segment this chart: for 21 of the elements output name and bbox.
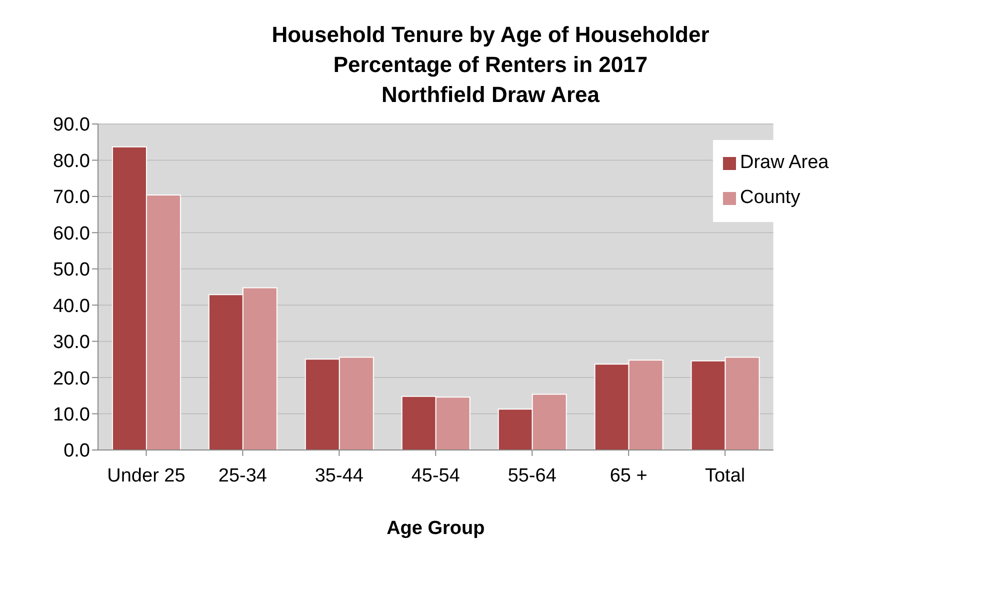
x-tick-label: 25-34 xyxy=(218,465,268,486)
y-tick-label: 80.0 xyxy=(53,150,90,172)
y-tick-label: 30.0 xyxy=(53,332,90,354)
legend-label: County xyxy=(740,187,800,208)
y-tick-label: 90.0 xyxy=(53,114,90,136)
x-tick-label: 45-54 xyxy=(411,465,460,486)
x-tick-label: 65 + xyxy=(610,465,648,486)
chart-title: Household Tenure by Age of Householder Percentage of Renters in 2017 Northfield Draw Area xyxy=(270,21,710,109)
x-axis-title: Age Group xyxy=(386,518,485,539)
y-tick-label: 0.0 xyxy=(64,440,90,462)
y-tick-label: 50.0 xyxy=(53,260,90,281)
y-tick-label: 10.0 xyxy=(53,404,90,426)
x-tick-label: Total xyxy=(704,465,746,486)
x-tick-label: 35-44 xyxy=(314,465,364,486)
x-tick-label: 55-64 xyxy=(508,465,557,486)
x-tick-label: Under 25 xyxy=(107,465,186,486)
y-tick-label: 60.0 xyxy=(53,223,90,244)
y-tick-label: 40.0 xyxy=(53,296,90,317)
y-tick-label: 70.0 xyxy=(53,187,90,208)
legend-label: Draw Area xyxy=(740,152,829,173)
y-tick-label: 20.0 xyxy=(53,368,90,390)
